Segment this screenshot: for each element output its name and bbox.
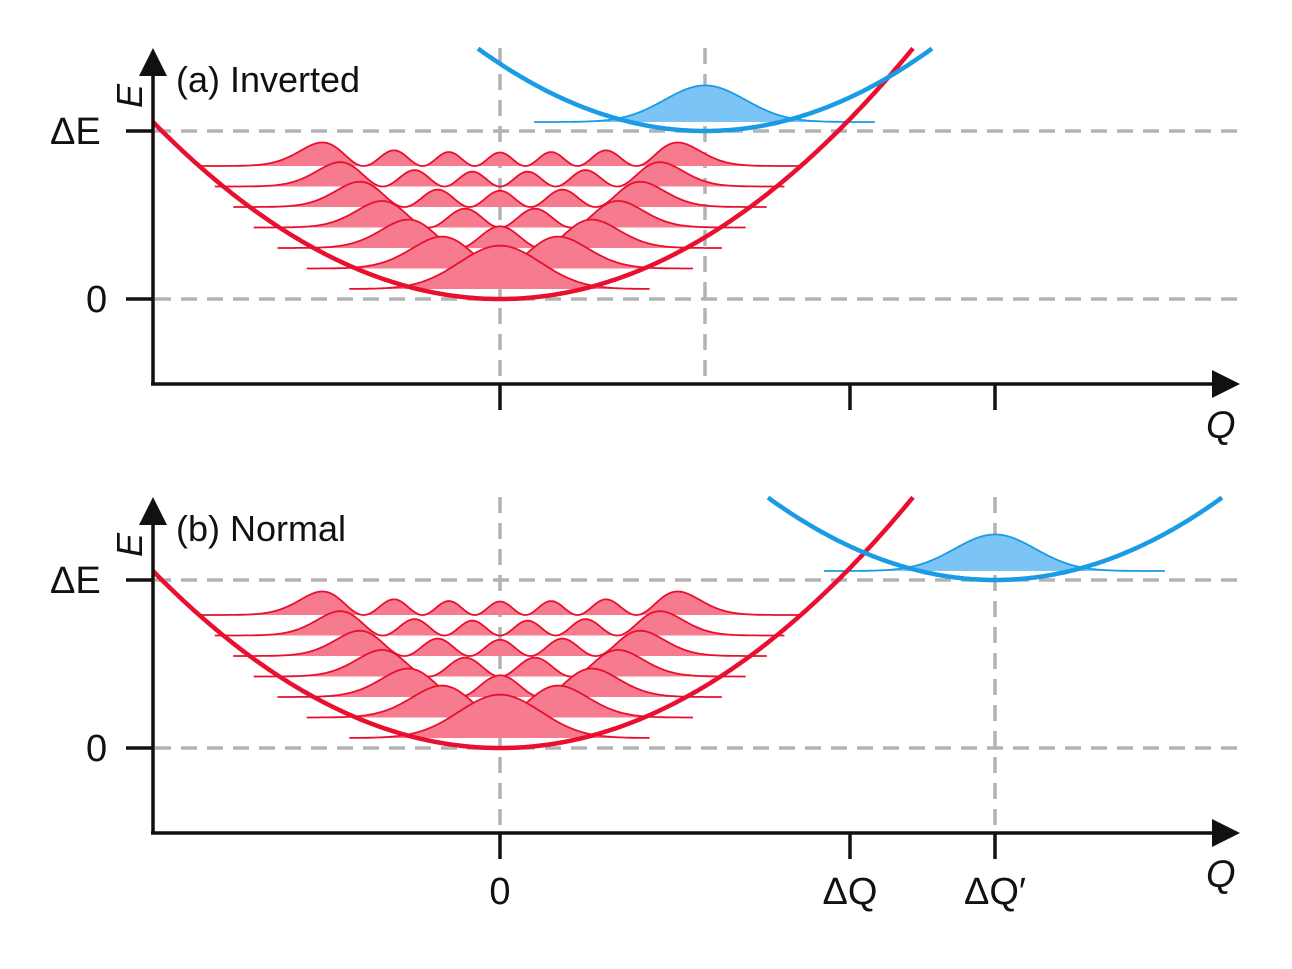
x-tick-label-deltaQ: ΔQ: [823, 871, 878, 913]
x-axis-label: Q: [1206, 405, 1236, 447]
panel-title: (a) Inverted: [176, 59, 360, 100]
vibrational-level-6-fill: [198, 591, 802, 615]
excited-state-wavefunction: [824, 533, 1165, 572]
vibrational-level-5-fill: [214, 162, 785, 187]
vibrational-level-0-fill: [349, 245, 650, 289]
vibrational-level-0-fill: [349, 694, 650, 738]
excited-state-parabola: [766, 495, 1224, 583]
vibrational-level-4-fill: [233, 630, 767, 656]
vibrational-level-1-fill: [306, 236, 693, 269]
vibrational-level-3-fill: [253, 650, 746, 677]
x-tick-label-deltaQprime: ΔQ′: [964, 871, 1026, 913]
y-tick-label-deltaE: ΔE: [50, 111, 101, 153]
excited-state-parabola: [476, 46, 934, 134]
excited-level-0-wave: [534, 84, 875, 123]
vibrational-level-4-wave: [233, 180, 767, 208]
ground-state-wavefunctions: [198, 141, 802, 290]
vibrational-level-6-wave: [198, 590, 802, 616]
y-tick-label-deltaE: ΔE: [50, 560, 101, 602]
vibrational-level-6-fill: [198, 142, 802, 166]
x-tick-label-zero: 0: [489, 871, 510, 913]
excited-level-0-wave: [824, 533, 1165, 572]
excited-level-0-fill: [534, 85, 875, 122]
vibrational-level-2-wave: [277, 218, 722, 249]
ground-state-parabola: [151, 46, 915, 302]
vibrational-level-5-fill: [214, 611, 785, 636]
panel-title: (b) Normal: [176, 508, 346, 549]
vibrational-level-5-wave: [214, 161, 785, 188]
x-axis-label: Q: [1206, 854, 1236, 896]
vibrational-level-3-fill: [253, 201, 746, 228]
ground-state-parabola: [151, 495, 915, 751]
vibrational-level-4-wave: [233, 629, 767, 657]
y-tick-label-zero: 0: [86, 279, 107, 321]
vibrational-level-2-wave: [277, 667, 722, 698]
vibrational-level-6-wave: [198, 141, 802, 167]
y-axis-label: E: [109, 83, 150, 108]
y-axis-label: E: [109, 532, 150, 557]
excited-state-wavefunction: [534, 84, 875, 123]
panel-a: (a) Inverted E ΔE 0 Q: [50, 46, 1245, 447]
y-tick-label-zero: 0: [86, 728, 107, 770]
vibrational-level-1-fill: [306, 685, 693, 718]
vibrational-level-5-wave: [214, 610, 785, 637]
ground-state-wavefunctions: [198, 590, 802, 739]
panel-b: (b) Normal E ΔE 0 Q 0 ΔQ ΔQ′: [50, 495, 1245, 913]
vibrational-level-4-fill: [233, 181, 767, 207]
excited-level-0-fill: [824, 534, 1165, 571]
